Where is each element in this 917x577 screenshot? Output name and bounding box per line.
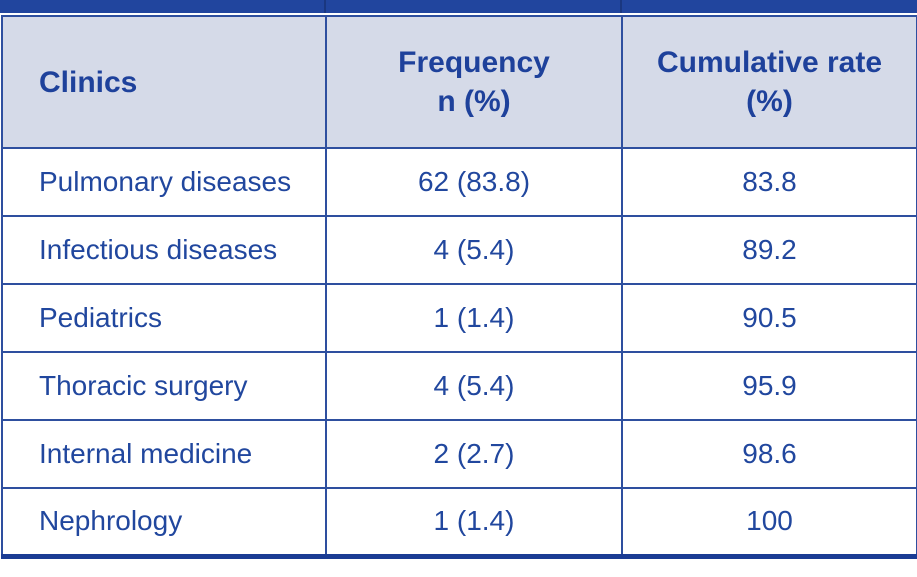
cumulative-cell: 95.9	[621, 351, 917, 421]
table-row: Infectious diseases 4 (5.4) 89.2	[1, 215, 917, 285]
column-header-cumulative-rate: Cumulative rate (%)	[621, 15, 917, 149]
clinics-table: Clinics Frequency n (%) Cumulative rate …	[1, 15, 917, 559]
cumulative-cell: 83.8	[621, 147, 917, 217]
clinic-cell: Internal medicine	[1, 419, 327, 489]
table-row: Pediatrics 1 (1.4) 90.5	[1, 283, 917, 353]
table-row: Thoracic surgery 4 (5.4) 95.9	[1, 351, 917, 421]
table-row: Pulmonary diseases 62 (83.8) 83.8	[1, 147, 917, 217]
frequency-cell: 1 (1.4)	[325, 487, 623, 557]
frequency-cell: 4 (5.4)	[325, 215, 623, 285]
column-header-frequency: Frequency n (%)	[325, 15, 623, 149]
table-top-bar	[0, 0, 917, 13]
clinic-cell: Infectious diseases	[1, 215, 327, 285]
frequency-cell: 62 (83.8)	[325, 147, 623, 217]
column-header-clinics: Clinics	[1, 15, 327, 149]
table-row: Nephrology 1 (1.4) 100	[1, 487, 917, 557]
clinic-cell: Nephrology	[1, 487, 327, 557]
frequency-cell: 4 (5.4)	[325, 351, 623, 421]
frequency-cell: 1 (1.4)	[325, 283, 623, 353]
frequency-cell: 2 (2.7)	[325, 419, 623, 489]
table-header-row: Clinics Frequency n (%) Cumulative rate …	[1, 15, 917, 149]
top-bar-divider	[620, 0, 622, 13]
cumulative-cell: 100	[621, 487, 917, 557]
cumulative-cell: 90.5	[621, 283, 917, 353]
clinic-cell: Thoracic surgery	[1, 351, 327, 421]
cumulative-cell: 98.6	[621, 419, 917, 489]
cumulative-cell: 89.2	[621, 215, 917, 285]
top-bar-divider	[324, 0, 326, 13]
clinic-cell: Pediatrics	[1, 283, 327, 353]
table-row: Internal medicine 2 (2.7) 98.6	[1, 419, 917, 489]
clinic-cell: Pulmonary diseases	[1, 147, 327, 217]
